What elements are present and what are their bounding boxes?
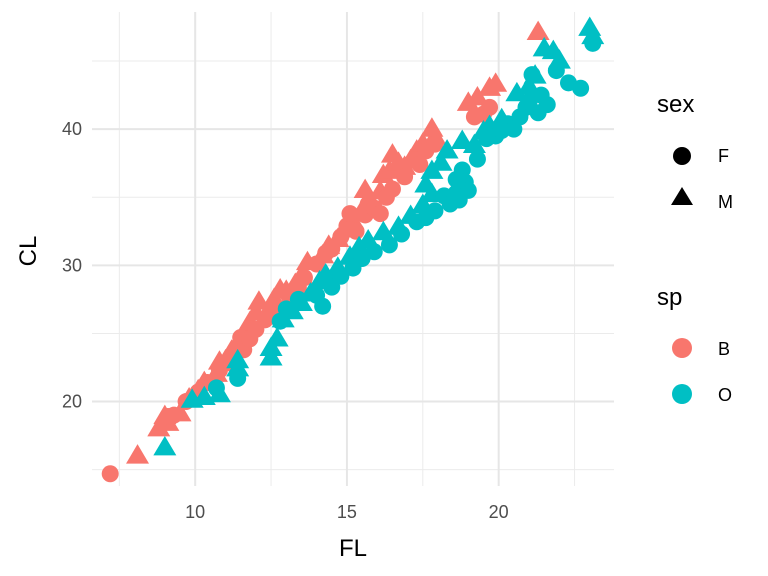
- point-o-m: [429, 151, 453, 171]
- y-axis-title: CL: [15, 236, 42, 267]
- point-o-f: [547, 62, 565, 80]
- point-o-f: [523, 66, 541, 84]
- point-o-f: [393, 225, 411, 243]
- legend-title-sp: sp: [657, 284, 682, 311]
- axes: 10 15 20 20 30 40: [62, 119, 509, 522]
- x-axis-title: FL: [339, 535, 367, 562]
- point-b-f: [323, 240, 341, 258]
- point-b-f: [101, 465, 119, 483]
- point-b-f: [165, 406, 183, 424]
- y-tick-label: 40: [62, 119, 82, 139]
- legend-label-b: B: [718, 339, 730, 359]
- legend-title-sex: sex: [657, 91, 694, 118]
- point-o-m: [435, 139, 459, 159]
- data-points: [101, 16, 605, 483]
- point-o-m: [462, 133, 486, 154]
- legend-label-m: M: [718, 192, 733, 212]
- legend: sex F M sp B O: [657, 91, 733, 405]
- point-o-m: [259, 346, 283, 366]
- point-b-f: [341, 205, 359, 223]
- point-b-f: [411, 156, 429, 174]
- point-b-m: [484, 72, 508, 92]
- point-b-f: [426, 135, 444, 153]
- legend-key-circle: [673, 147, 691, 165]
- point-b-f: [383, 180, 401, 198]
- point-o-f: [365, 243, 383, 261]
- point-o-f: [289, 290, 307, 308]
- point-b-m: [147, 416, 171, 437]
- x-tick-label: 20: [489, 502, 509, 522]
- point-o-f: [207, 379, 225, 397]
- legend-key-triangle: [671, 187, 693, 205]
- legend-label-o: O: [718, 385, 732, 405]
- point-o-f: [538, 96, 556, 114]
- point-o-f: [468, 150, 486, 168]
- point-o-m: [153, 436, 177, 456]
- point-b-f: [371, 205, 389, 223]
- point-b-m: [526, 20, 550, 40]
- point-b-f: [256, 311, 274, 329]
- point-o-f: [572, 79, 590, 97]
- point-o-m: [450, 129, 474, 149]
- point-b-f: [481, 98, 499, 116]
- point-o-f: [426, 202, 444, 220]
- point-o-f: [229, 369, 247, 387]
- legend-key-b: [672, 338, 692, 358]
- point-b-f: [295, 269, 313, 287]
- point-o-f: [459, 181, 477, 199]
- x-tick-label: 10: [185, 502, 205, 522]
- point-o-m: [226, 348, 250, 369]
- point-o-m: [314, 263, 338, 283]
- x-tick-label: 15: [337, 502, 357, 522]
- point-b-f: [396, 168, 414, 186]
- point-o-f: [584, 34, 602, 52]
- point-o-f: [277, 300, 295, 318]
- point-o-f: [380, 236, 398, 254]
- point-o-f: [314, 297, 332, 315]
- point-o-f: [332, 267, 350, 285]
- point-o-m: [414, 173, 438, 193]
- legend-label-f: F: [718, 146, 729, 166]
- point-b-m: [456, 91, 480, 111]
- point-o-m: [371, 220, 395, 241]
- y-tick-label: 30: [62, 255, 82, 275]
- y-tick-label: 20: [62, 392, 82, 412]
- point-b-m: [420, 117, 444, 137]
- point-b-m: [465, 85, 489, 106]
- legend-key-o: [672, 384, 692, 404]
- point-b-m: [126, 444, 150, 464]
- point-o-m: [265, 327, 289, 347]
- point-b-f: [347, 222, 365, 240]
